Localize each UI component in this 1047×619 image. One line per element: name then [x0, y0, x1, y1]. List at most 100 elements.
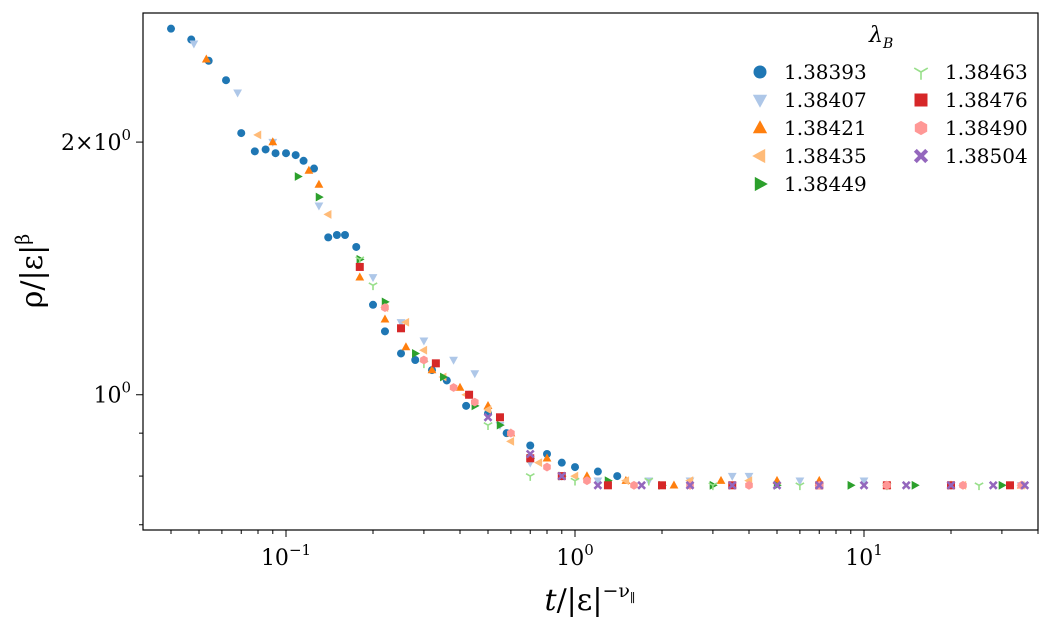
legend-label: 1.38490 — [945, 116, 1028, 140]
data-point — [167, 24, 176, 33]
data-point — [1005, 481, 1014, 490]
data-point — [381, 303, 389, 313]
legend-entry-1.38421: 1.38421 — [752, 116, 867, 140]
data-point — [716, 475, 726, 484]
data-point — [449, 356, 458, 365]
y-tick-label: 100 — [93, 379, 131, 409]
data-point — [658, 481, 667, 490]
data-point — [396, 319, 406, 328]
data-point — [506, 436, 515, 446]
legend-label: 1.38476 — [945, 88, 1028, 112]
data-point — [847, 480, 856, 490]
data-point — [998, 480, 1007, 490]
data-point — [483, 422, 493, 430]
data-point — [310, 164, 319, 173]
data-point — [237, 129, 246, 138]
series-1.38421 — [201, 54, 1026, 489]
data-point — [526, 441, 535, 450]
data-point — [495, 413, 504, 422]
data-point — [727, 480, 737, 490]
data-point — [397, 324, 406, 333]
legend-title: λB — [868, 23, 893, 52]
data-point — [988, 480, 998, 490]
legend-marker — [752, 148, 766, 164]
data-point — [315, 192, 324, 202]
data-point — [470, 370, 480, 379]
data-point — [465, 390, 474, 399]
series-1.38504 — [483, 412, 1030, 490]
legend-label: 1.38449 — [784, 172, 867, 196]
data-point — [621, 476, 630, 486]
y-tick-label: 2×100 — [61, 126, 131, 156]
data-point — [526, 454, 535, 463]
legend: λB 1.38393 1.38407 1.38421 1.38435 1.38449 1.… — [752, 23, 1028, 196]
data-point — [507, 428, 515, 438]
data-point — [355, 262, 364, 271]
data-point — [557, 471, 567, 481]
data-point — [571, 463, 580, 472]
data-point — [883, 480, 891, 490]
legend-entry-1.38504: 1.38504 — [913, 144, 1028, 168]
data-point — [496, 420, 505, 430]
data-point — [368, 274, 378, 283]
data-point — [525, 472, 535, 481]
plot-frame — [142, 12, 1039, 531]
data-point — [959, 480, 967, 490]
data-point — [449, 383, 458, 392]
legend-marker — [913, 67, 929, 80]
legend-marker — [754, 176, 768, 192]
data-point — [380, 327, 389, 336]
data-point — [669, 480, 679, 489]
data-point — [431, 359, 440, 368]
data-point — [582, 471, 592, 480]
series-1.38463 — [355, 256, 984, 491]
data-point — [637, 480, 647, 490]
y-axis-label: ρ/|ε|β — [12, 234, 50, 309]
data-point — [268, 137, 278, 146]
data-point — [271, 149, 280, 158]
data-point — [419, 337, 429, 346]
data-point — [233, 89, 243, 98]
data-point — [814, 480, 824, 490]
data-point — [570, 477, 580, 486]
data-point — [727, 472, 737, 481]
data-point — [1020, 480, 1030, 490]
legend-label: 1.38393 — [784, 60, 867, 84]
data-point — [253, 130, 262, 140]
data-point — [323, 210, 332, 219]
data-point — [261, 145, 270, 154]
legend-entry-1.38490: 1.38490 — [914, 116, 1028, 140]
legend-label: 1.38421 — [784, 116, 867, 140]
data-point — [708, 482, 718, 491]
x-tick-label: 101 — [845, 541, 883, 571]
data-point — [946, 480, 956, 490]
axes: 10−1 100 101 100 2×100 — [61, 126, 1039, 571]
data-point — [483, 405, 492, 415]
data-point — [542, 453, 552, 462]
legend-label: 1.38463 — [945, 60, 1028, 84]
data-point — [455, 382, 465, 391]
x-tick-label: 100 — [556, 541, 594, 571]
data-point — [593, 467, 602, 476]
data-point — [189, 40, 199, 49]
series-1.38407 — [189, 40, 1026, 491]
data-point — [222, 76, 231, 85]
legend-entry-1.38463: 1.38463 — [913, 60, 1028, 84]
legend-entry-1.38476: 1.38476 — [914, 88, 1028, 112]
data-point — [282, 149, 291, 158]
series-1.38435 — [253, 130, 1025, 490]
legend-label: 1.38435 — [784, 144, 867, 168]
data-point — [901, 480, 911, 490]
data-point — [557, 458, 566, 467]
data-point — [772, 480, 782, 490]
legend-label: 1.38504 — [945, 144, 1028, 168]
data-point — [369, 300, 378, 309]
data-point — [859, 480, 869, 490]
data-point — [483, 412, 493, 422]
data-point — [440, 372, 449, 382]
data-point — [427, 365, 437, 374]
data-point — [341, 231, 350, 240]
legend-label: 1.38407 — [784, 88, 867, 112]
data-point — [411, 356, 420, 365]
